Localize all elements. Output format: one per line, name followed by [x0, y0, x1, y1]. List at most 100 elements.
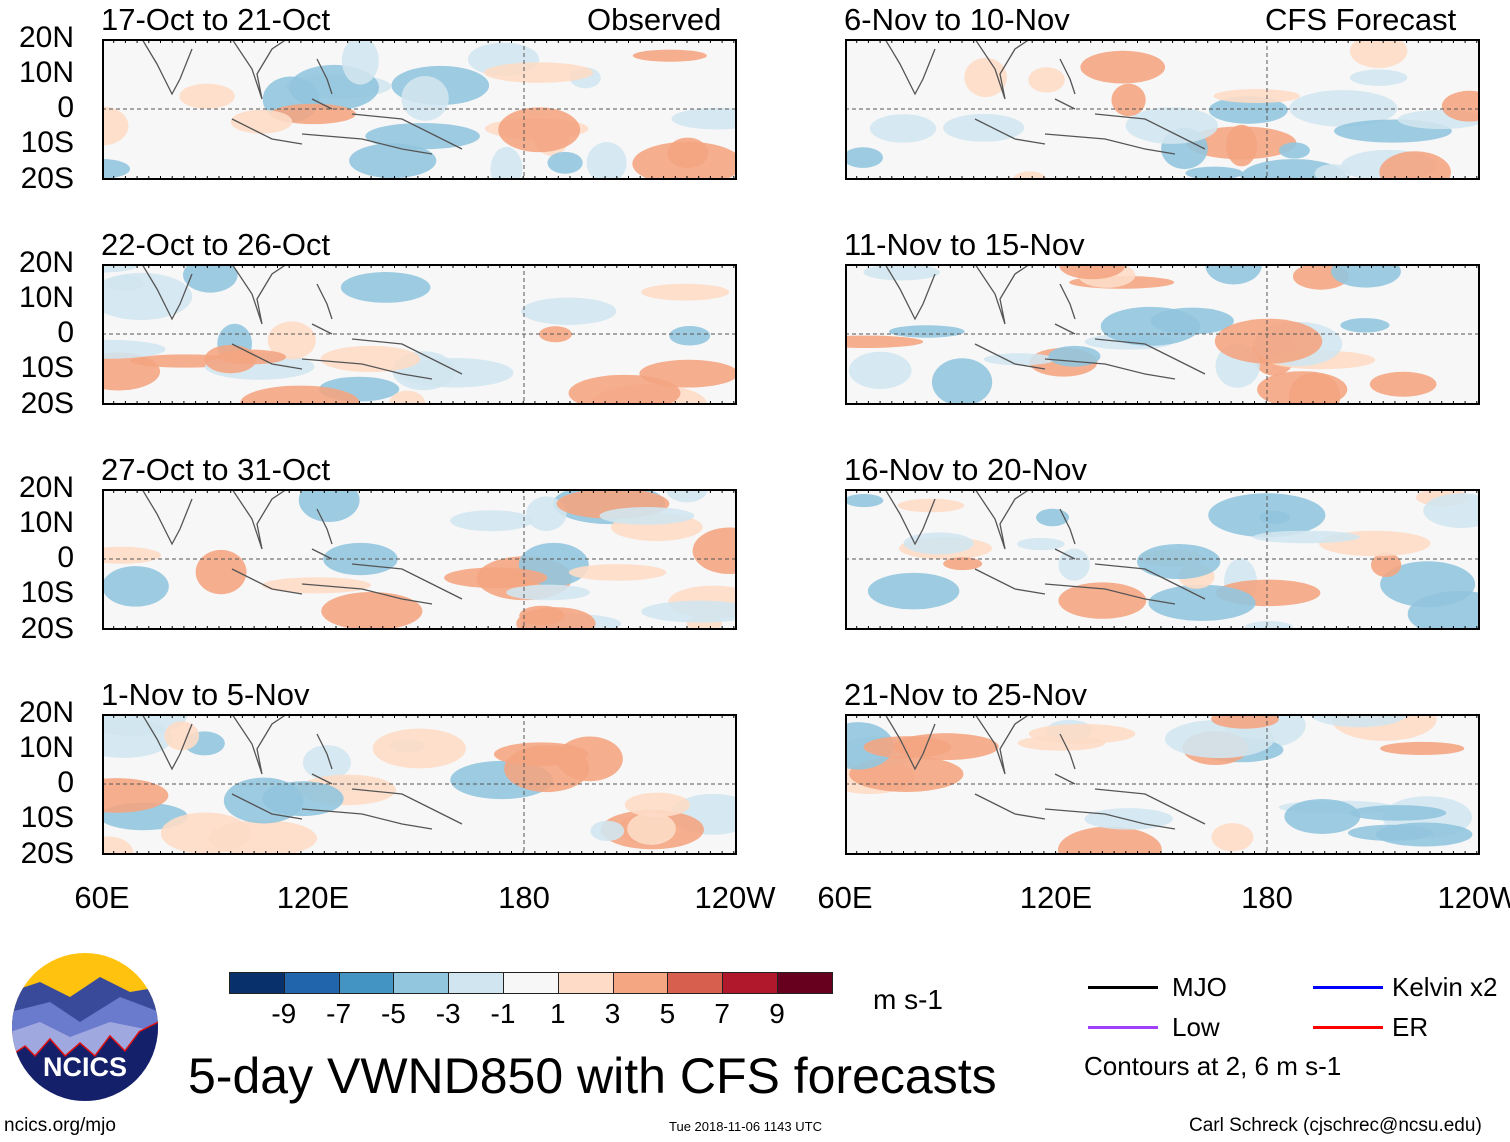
source-url[interactable]: ncics.org/mjo: [4, 1115, 116, 1136]
lat-label: 0: [57, 316, 74, 349]
panel-title: 21-Nov to 25-Nov: [844, 677, 1087, 712]
anomaly-shading: [1185, 166, 1244, 180]
anomaly-shading: [102, 106, 129, 146]
anomaly-shading: [1111, 83, 1146, 117]
anomaly-shading: [1017, 537, 1065, 551]
anomaly-shading: [1423, 493, 1480, 528]
anomaly-shading: [516, 607, 596, 630]
legend-kelvin: Kelvin x2: [1392, 972, 1498, 1002]
anomaly-shading: [568, 564, 667, 581]
anomaly-shading: [1012, 171, 1047, 180]
map-panel: [845, 489, 1480, 630]
anomaly-shading: [931, 358, 993, 405]
anomaly-shading: [632, 141, 737, 180]
panel-title: 16-Nov to 20-Nov: [844, 452, 1087, 487]
anomaly-shading: [179, 83, 235, 109]
anomaly-shading: [267, 321, 316, 360]
lat-label: 0: [57, 541, 74, 574]
anomaly-shading: [102, 352, 161, 391]
anomaly-shading: [903, 532, 974, 555]
panel-frame: [102, 489, 737, 630]
anomaly-shading: [845, 335, 924, 348]
lat-label: 20N: [18, 21, 74, 54]
anomaly-shading: [586, 141, 627, 180]
coastline: [884, 264, 1206, 380]
anomaly-shading: [627, 812, 676, 845]
panel-title: 6-Nov to 10-Nov: [844, 2, 1070, 37]
anomaly-shading: [1252, 530, 1360, 544]
anomaly-shading: [1148, 584, 1256, 621]
lon-label: 180: [498, 880, 550, 915]
anomaly-shading: [1349, 805, 1447, 821]
anomaly-shading: [302, 745, 351, 781]
anomaly-shading: [102, 718, 173, 758]
lat-label: 20S: [20, 837, 74, 870]
anomaly-shading: [102, 272, 193, 320]
anomaly-shading: [943, 113, 1025, 142]
logo-text: NCICS: [43, 1052, 127, 1082]
anomaly-shading: [1214, 318, 1323, 364]
anomaly-shading: [1028, 723, 1136, 744]
anomaly-shading: [298, 489, 360, 523]
anomaly-shading: [845, 494, 884, 508]
anomaly-shading: [372, 728, 466, 769]
map-panel: [102, 714, 737, 855]
anomaly-shading: [848, 351, 912, 389]
anomaly-shading: [547, 151, 583, 174]
lon-label: 60E: [74, 880, 130, 915]
anomaly-shading: [671, 107, 737, 130]
anomaly-shading: [665, 489, 708, 503]
anomaly-shading: [867, 572, 960, 610]
anomaly-shading: [888, 325, 965, 338]
anomaly-shading: [590, 820, 625, 842]
anomaly-shading: [893, 733, 999, 760]
lat-label: 0: [57, 766, 74, 799]
colorbar-label: -7: [326, 998, 352, 1029]
colorbar-swatch: [557, 972, 614, 994]
colorbar-label: -1: [490, 998, 516, 1029]
legend-er: ER: [1392, 1012, 1429, 1042]
panel-frame: [845, 264, 1480, 405]
colorbar-label: 5: [659, 998, 676, 1029]
panel-title: 27-Oct to 31-Oct: [101, 452, 331, 487]
lon-label: 120W: [1437, 880, 1510, 915]
anomaly-shading: [1441, 90, 1480, 122]
anomaly-shading: [869, 114, 937, 143]
map-panel: [845, 264, 1480, 405]
colorbar-swatch: [338, 972, 395, 994]
anomaly-shading: [639, 359, 737, 388]
anomaly-shading: [1058, 548, 1090, 581]
anomaly-shading: [1164, 719, 1275, 759]
panel-title: 11-Nov to 15-Nov: [844, 227, 1085, 262]
anomaly-shading: [341, 39, 379, 85]
anomaly-shading: [1205, 264, 1262, 285]
anomaly-shading: [164, 721, 200, 751]
anomaly-shading: [1245, 621, 1294, 630]
anomaly-shading: [641, 600, 737, 623]
anomaly-shading: [1036, 508, 1070, 527]
anomaly-shading: [1331, 264, 1401, 288]
colorbar-swatch: [612, 972, 669, 994]
anomaly-shading: [1048, 345, 1101, 367]
lon-label: 60E: [817, 880, 873, 915]
kelvin-legend-line: [1313, 986, 1383, 989]
anomaly-shading: [340, 272, 431, 303]
anomaly-shading: [493, 742, 589, 767]
contours-note: Contours at 2, 6 m s-1: [1084, 1051, 1342, 1081]
lat-label: 20N: [18, 246, 74, 279]
panel-frame: [102, 39, 737, 180]
colorbar-label: 7: [714, 998, 730, 1029]
anomaly-shading: [1288, 372, 1341, 405]
map-panel: [845, 39, 1480, 180]
panel-frame: [102, 714, 737, 855]
map-panel: [845, 714, 1480, 855]
anomaly-shading: [599, 507, 695, 525]
panel-frame: [845, 39, 1480, 180]
coastline: [141, 264, 463, 380]
colorbar-label: 1: [550, 998, 566, 1029]
anomaly-shading: [669, 325, 711, 346]
anomaly-shading: [1340, 318, 1390, 333]
panel-frame: [102, 264, 737, 405]
lon-label: 120E: [1019, 880, 1093, 915]
anomaly-shading: [1208, 96, 1288, 124]
